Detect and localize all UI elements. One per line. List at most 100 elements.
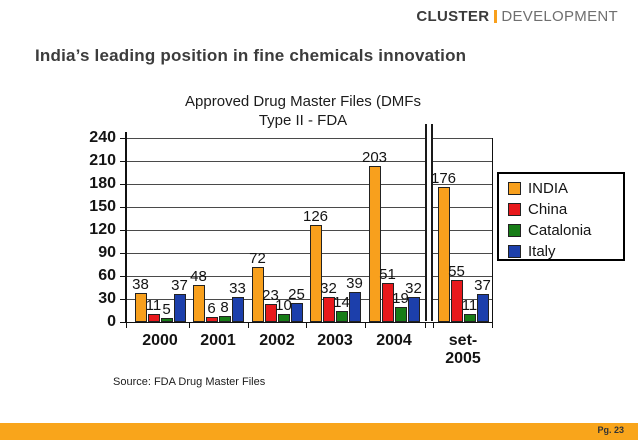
legend-swatch-icon <box>508 182 521 195</box>
bar-value-label: 51 <box>379 266 396 283</box>
legend-label: Italy <box>528 243 556 260</box>
y-axis-tick <box>120 322 126 323</box>
legend-swatch-icon <box>508 203 521 216</box>
bar-catalonia <box>218 316 231 322</box>
bar-italy <box>407 297 420 322</box>
logo-primary-text: CLUSTER <box>416 8 490 25</box>
bar-catalonia <box>394 307 407 322</box>
logo-secondary-text: DEVELOPMENT <box>501 8 618 25</box>
bar-india <box>368 166 381 322</box>
bar-china <box>147 314 160 322</box>
bar-catalonia <box>335 311 348 322</box>
bar-value-label: 39 <box>346 275 363 292</box>
bar-value-label: 25 <box>288 286 305 303</box>
legend-item-india: INDIA <box>508 180 623 197</box>
bar-value-label: 6 <box>207 300 216 317</box>
gridline <box>126 207 492 208</box>
x-axis-tick <box>433 322 434 328</box>
bar-india <box>134 293 147 322</box>
x-axis-tick <box>248 322 249 328</box>
y-axis-tick <box>120 299 126 300</box>
chart-title-line2: Type II - FDA <box>258 112 348 129</box>
bar-value-label: 203 <box>361 149 388 166</box>
legend-label: China <box>528 201 568 218</box>
bar-china <box>205 317 218 322</box>
legend-item-catalonia: Catalonia <box>508 222 623 239</box>
bar-value-label: 19 <box>392 290 409 307</box>
bar-value-label: 14 <box>333 294 350 311</box>
cluster-development-logo: CLUSTER DEVELOPMENT <box>416 8 618 25</box>
x-axis-tick <box>425 322 426 328</box>
bar-value-label: 176 <box>430 170 457 187</box>
gridline <box>126 230 492 231</box>
logo-separator-bar <box>494 10 498 23</box>
gridline <box>126 184 492 185</box>
y-axis-tick <box>120 207 126 208</box>
x-axis-label: set- 2005 <box>445 332 481 367</box>
bar-india <box>309 225 322 322</box>
plot-right-border <box>492 138 493 328</box>
bar-value-label: 8 <box>220 299 229 316</box>
x-axis-tick <box>492 322 493 328</box>
bar-china <box>381 283 394 322</box>
slide-title: India’s leading position in fine chemica… <box>35 46 467 65</box>
footer-bar <box>0 423 638 440</box>
x-axis-tick <box>126 322 127 328</box>
legend-swatch-icon <box>508 245 521 258</box>
y-axis-label: 0 <box>107 313 116 330</box>
bar-value-label: 126 <box>302 208 329 225</box>
legend-label: Catalonia <box>528 222 592 239</box>
chart-title-line1: Approved Drug Master Files (DMFs <box>185 93 421 110</box>
bar-value-label: 55 <box>448 263 465 280</box>
y-axis-label: 150 <box>89 198 116 215</box>
bar-value-label: 5 <box>162 301 171 318</box>
gridline <box>126 276 492 277</box>
bar-value-label: 23 <box>262 287 279 304</box>
source-note: Source: FDA Drug Master Files <box>113 376 266 388</box>
gridline <box>126 299 492 300</box>
chart-title: Approved Drug Master Files (DMFs Type II… <box>0 92 606 130</box>
x-axis-label: 2002 <box>259 332 295 349</box>
gridline <box>126 161 492 162</box>
bar-italy <box>476 294 489 322</box>
y-axis-label: 210 <box>89 152 116 169</box>
x-axis-tick <box>306 322 307 328</box>
y-axis-label: 240 <box>89 129 116 146</box>
x-axis-tick <box>189 322 190 328</box>
bar-value-label: 10 <box>275 297 292 314</box>
y-axis-tick <box>120 138 126 139</box>
y-axis-tick <box>120 230 126 231</box>
bar-value-label: 11 <box>145 297 162 314</box>
y-axis-tick <box>120 276 126 277</box>
bar-value-label: 37 <box>474 277 491 294</box>
y-axis-label: 60 <box>98 267 116 284</box>
y-axis-tick <box>120 253 126 254</box>
bar-value-label: 11 <box>461 297 478 314</box>
bar-catalonia <box>463 314 476 322</box>
x-axis-tick <box>365 322 366 328</box>
legend-item-italy: Italy <box>508 243 623 260</box>
bar-china <box>450 280 463 322</box>
bar-value-label: 37 <box>171 277 188 294</box>
y-axis-label: 180 <box>89 175 116 192</box>
y-axis-label: 120 <box>89 221 116 238</box>
bar-value-label: 72 <box>249 250 266 267</box>
y-axis-tick <box>120 161 126 162</box>
bar-italy <box>290 303 303 322</box>
bar-catalonia <box>277 314 290 322</box>
chart-legend: INDIA China Catalonia Italy <box>497 172 625 261</box>
bar-value-label: 32 <box>405 280 422 297</box>
bar-india <box>437 187 450 322</box>
bar-china <box>264 304 277 322</box>
gridline <box>126 253 492 254</box>
y-axis-label: 90 <box>98 244 116 261</box>
bar-catalonia <box>160 318 173 322</box>
bar-value-label: 32 <box>320 280 337 297</box>
x-axis-label: 2004 <box>376 332 412 349</box>
bar-india <box>192 285 205 322</box>
legend-swatch-icon <box>508 224 521 237</box>
bar-value-label: 48 <box>190 268 207 285</box>
bar-china <box>322 297 335 322</box>
